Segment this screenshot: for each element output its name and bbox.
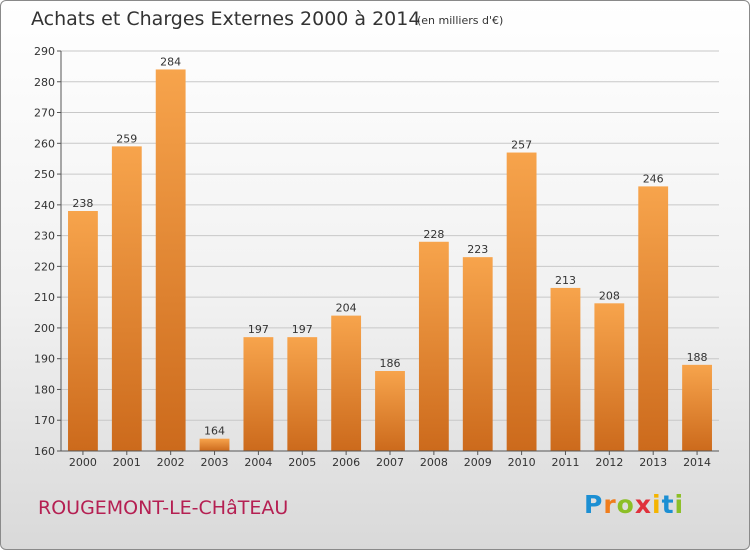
x-tick-label: 2003 [201,456,229,469]
axes: 160 170 180 190 200 210 220 230 240 250 260 270 280 2… [34,45,719,469]
brand-logo: Proxiti [584,490,685,519]
bar [418,241,449,451]
y-tick-label: 170 [34,414,55,427]
y-tick-label: 210 [34,291,55,304]
data-label: 208 [599,289,620,302]
y-tick-label: 260 [34,137,55,150]
x-tick-label: 2011 [551,456,579,469]
bar [506,152,537,452]
x-tick-label: 2007 [376,456,404,469]
y-tick-label: 230 [34,230,55,243]
bar [111,146,142,451]
bar [594,303,625,451]
bar [199,438,230,451]
data-label: 284 [160,55,181,68]
bar [375,371,405,451]
bar [68,211,98,451]
x-tick-label: 2004 [244,456,272,469]
bars [68,69,712,452]
y-tick-label: 200 [34,322,55,335]
bar [682,364,712,451]
bar [638,186,669,451]
data-label: 228 [423,228,444,241]
data-label: 246 [643,172,664,185]
chart-unit: (en milliers d'€) [417,14,504,27]
x-tick-label: 2012 [595,456,623,469]
data-label: 188 [687,351,708,364]
data-label: 238 [72,197,93,210]
y-tick-label: 280 [34,76,55,89]
x-tick-label: 2013 [639,456,667,469]
chart-title: Achats et Charges Externes 2000 à 2014 [31,8,421,30]
y-tick-label: 290 [34,45,55,58]
place-name: ROUGEMONT-LE-CHâTEAU [38,497,289,519]
data-label: 186 [380,357,401,370]
x-tick-label: 2006 [332,456,360,469]
x-tick-label: 2009 [464,456,492,469]
data-label: 204 [336,302,357,315]
x-tick-label: 2010 [508,456,536,469]
x-tick-label: 2001 [113,456,141,469]
y-tick-label: 190 [34,353,55,366]
x-tick-label: 2002 [157,456,185,469]
y-tick-label: 180 [34,383,55,396]
y-tick-label: 160 [34,445,55,458]
x-tick-label: 2005 [288,456,316,469]
data-label: 223 [467,243,488,256]
data-label: 197 [292,323,313,336]
bar [155,69,186,451]
y-tick-label: 240 [34,199,55,212]
bar [550,287,581,451]
bar [331,315,362,451]
data-label: 213 [555,274,576,287]
x-tick-label: 2000 [69,456,97,469]
x-tick-label: 2014 [683,456,711,469]
bar [243,337,274,451]
data-label: 197 [248,323,269,336]
data-label: 164 [204,425,225,438]
data-label: 259 [116,132,137,145]
data-label: 257 [511,139,532,152]
bar [287,337,318,451]
x-tick-label: 2008 [420,456,448,469]
data-labels: 238 259 284 164 197 197 204 186 228 223 257 213 208 2… [72,55,707,437]
y-tick-label: 270 [34,107,55,120]
bar [462,257,493,451]
y-tick-label: 250 [34,168,55,181]
y-tick-label: 220 [34,260,55,273]
